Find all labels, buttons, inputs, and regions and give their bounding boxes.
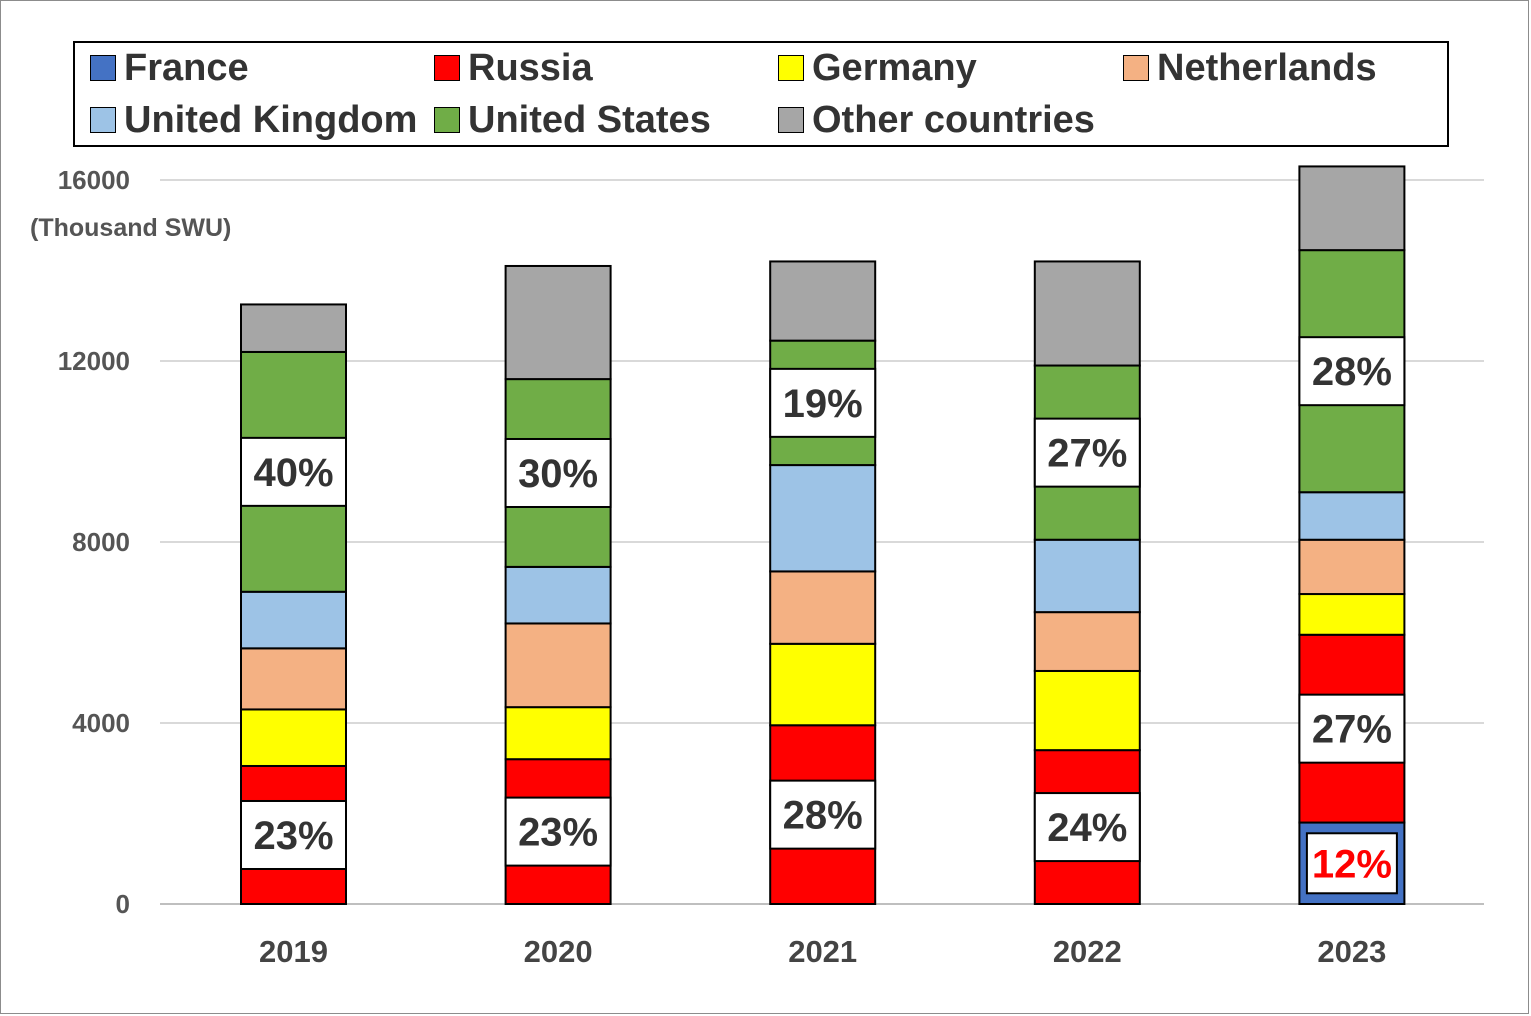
percent-label-box — [1033, 792, 1141, 863]
percent-label-text: 40% — [253, 451, 333, 495]
percent-label-box — [240, 436, 347, 507]
percent-label-text: 30% — [518, 452, 598, 496]
bar-segment-2019-germany — [240, 708, 347, 767]
bar-segment-2022-netherlands — [1033, 611, 1141, 672]
bar-segment-2022-united-kingdom — [1033, 538, 1141, 614]
bar-segment-2021-other-countries — [769, 260, 877, 342]
percent-label-box — [504, 437, 612, 508]
percent-label-2022-russia: 24% — [1033, 792, 1141, 863]
percent-label-text: 28% — [1312, 350, 1392, 394]
percent-label-2020-united-states: 30% — [504, 437, 612, 508]
bar-segment-2023-other-countries — [1298, 165, 1406, 252]
bar-segment-2020-united-kingdom — [504, 565, 612, 625]
legend-label-united-states: United States — [468, 98, 711, 141]
percent-label-text: 23% — [253, 814, 333, 858]
x-axis-categories: 2019 2020 2021 2022 2023 — [259, 934, 1386, 969]
bar-segment-2020-germany — [504, 706, 612, 761]
percent-label-2023-united-states: 28% — [1298, 336, 1406, 407]
bar-segment-2019-united-kingdom — [240, 590, 347, 650]
legend-label-germany: Germany — [812, 46, 977, 89]
percent-label-box — [1033, 417, 1141, 488]
legend-swatch-netherlands — [1123, 55, 1149, 81]
percentage-labels: 23% 40% 23% 30% 28% 19% 24% 27% 12% 27% 28% — [240, 336, 1406, 895]
percent-label-2019-united-states: 40% — [240, 436, 347, 507]
percent-label-box — [1305, 832, 1398, 895]
legend-swatch-germany — [778, 55, 804, 81]
percent-label-box — [240, 799, 347, 870]
percent-label-text: 27% — [1047, 432, 1127, 476]
legend-item-other-countries: Other countries — [778, 98, 1095, 142]
bar-segment-2021-united-kingdom — [769, 464, 877, 573]
percent-label-2021-united-states: 19% — [769, 367, 877, 438]
bar-segment-2023-germany — [1298, 593, 1406, 636]
legend-label-united-kingdom: United Kingdom — [124, 98, 418, 141]
bar-segment-2022-germany — [1033, 669, 1141, 752]
legend-label-russia: Russia — [468, 46, 593, 89]
x-category-label: 2020 — [524, 934, 593, 969]
percent-label-2020-russia: 23% — [504, 796, 612, 867]
percent-label-box — [504, 796, 612, 867]
y-tick-label: 0 — [116, 889, 130, 919]
x-category-label: 2021 — [788, 934, 857, 969]
y-tick-label: 8000 — [72, 527, 130, 557]
legend-label-netherlands: Netherlands — [1157, 46, 1377, 89]
legend-item-united-kingdom: United Kingdom — [90, 98, 417, 142]
bar-segment-2020-netherlands — [504, 622, 612, 709]
x-category-label: 2019 — [259, 934, 328, 969]
legend-item-netherlands: Netherlands — [1123, 46, 1377, 90]
bar-segment-2021-netherlands — [769, 570, 877, 645]
x-category-label: 2022 — [1053, 934, 1122, 969]
bar-segment-2020-other-countries — [504, 264, 612, 381]
legend-item-germany: Germany — [778, 46, 977, 90]
percent-label-text: 27% — [1312, 708, 1392, 752]
percent-label-2022-united-states: 27% — [1033, 417, 1141, 488]
percent-label-box — [769, 367, 877, 438]
percent-label-2021-russia: 28% — [769, 779, 877, 850]
y-tick-label: 12000 — [58, 346, 130, 376]
bar-segment-2023-netherlands — [1298, 538, 1406, 596]
legend-item-france: France — [90, 46, 249, 90]
percent-label-text: 28% — [783, 794, 863, 838]
percent-label-box — [1298, 336, 1406, 407]
y-tick-label: 16000 — [58, 165, 130, 195]
x-category-label: 2023 — [1317, 934, 1386, 969]
percent-label-2023-france: 12% — [1305, 832, 1398, 895]
legend-swatch-other-countries — [778, 107, 804, 133]
legend-swatch-united-kingdom — [90, 107, 116, 133]
legend-swatch-france — [90, 55, 116, 81]
percent-label-2023-russia: 27% — [1298, 693, 1406, 764]
legend-item-russia: Russia — [434, 46, 593, 90]
legend-label-france: France — [124, 46, 249, 89]
legend-swatch-russia — [434, 55, 460, 81]
legend: France Russia Germany Netherlands United… — [73, 41, 1449, 147]
percent-label-text: 23% — [518, 811, 598, 855]
percent-label-text: 12% — [1312, 842, 1392, 886]
legend-label-other-countries: Other countries — [812, 98, 1095, 141]
bar-segment-2019-netherlands — [240, 647, 347, 711]
y-tick-label: 4000 — [72, 708, 130, 738]
percent-label-box — [769, 779, 877, 850]
y-axis-unit-label: (Thousand SWU) — [30, 214, 231, 242]
percent-label-text: 24% — [1047, 806, 1127, 850]
percent-label-box — [1298, 693, 1406, 764]
percent-label-text: 19% — [783, 382, 863, 426]
bar-segment-2021-germany — [769, 642, 877, 727]
bar-segment-2019-other-countries — [240, 303, 347, 353]
bar-segment-2022-other-countries — [1033, 260, 1141, 367]
legend-swatch-united-states — [434, 107, 460, 133]
y-axis-ticks: 0 4000 8000 12000 16000 — [58, 165, 130, 919]
percent-label-2019-russia: 23% — [240, 799, 347, 870]
bar-segment-2023-united-kingdom — [1298, 491, 1406, 541]
legend-item-united-states: United States — [434, 98, 711, 142]
